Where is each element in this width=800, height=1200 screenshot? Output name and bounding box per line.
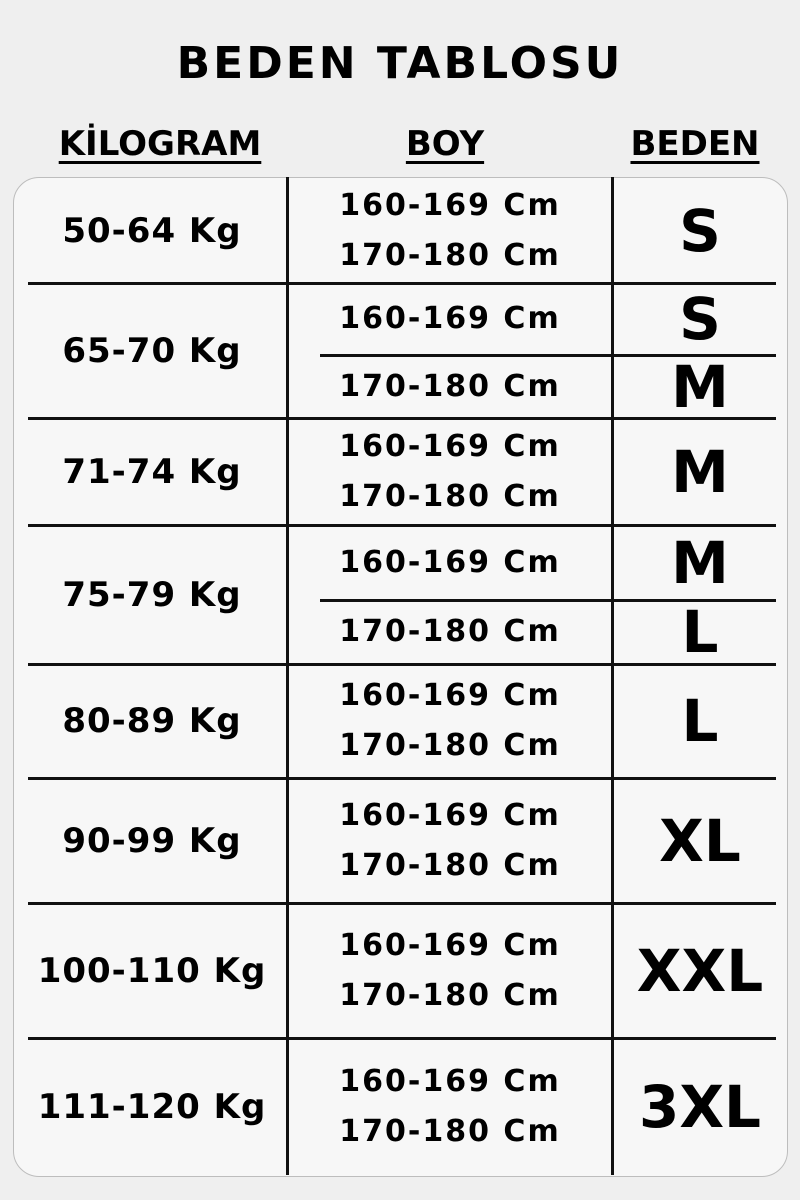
height-range: 170-180 Cm	[339, 237, 561, 273]
header-kilogram: KİLOGRAM	[58, 124, 262, 164]
height-range: 160-169 Cm	[339, 187, 561, 223]
weight-cell: 75-79 Kg	[62, 574, 242, 615]
height-range: 160-169 Cm	[339, 1063, 561, 1099]
weight-cell: 100-110 Kg	[37, 950, 267, 991]
weight-cell: 111-120 Kg	[37, 1086, 267, 1127]
row-divider	[28, 777, 776, 780]
height-cell: 170-180 Cm	[339, 368, 561, 404]
size-cell: S	[679, 196, 721, 265]
size-cell: L	[681, 598, 719, 666]
height-cell: 160-169 Cm 170-180 Cm	[289, 418, 611, 525]
height-range: 170-180 Cm	[339, 847, 561, 883]
row-divider	[28, 417, 776, 420]
weight-cell: 65-70 Kg	[62, 330, 242, 371]
height-cell: 160-169 Cm 170-180 Cm	[289, 778, 611, 903]
height-cell: 160-169 Cm 170-180 Cm	[289, 903, 611, 1038]
row-divider	[28, 524, 776, 527]
weight-cell: 80-89 Kg	[62, 701, 242, 741]
size-cell: XL	[659, 806, 741, 875]
height-cell: 160-169 Cm 170-180 Cm	[289, 664, 611, 778]
height-cell: 160-169 Cm 170-180 Cm	[289, 1038, 611, 1175]
height-cell: 160-169 Cm 170-180 Cm	[289, 178, 611, 283]
height-cell: 160-169 Cm	[339, 544, 561, 580]
height-range: 170-180 Cm	[339, 977, 561, 1013]
column-divider	[286, 177, 289, 1175]
height-range: 170-180 Cm	[339, 478, 561, 514]
size-cell: M	[671, 437, 729, 506]
height-range: 160-169 Cm	[339, 797, 561, 833]
height-range: 160-169 Cm	[339, 428, 561, 464]
size-cell: XXL	[636, 936, 764, 1005]
sub-row-divider	[320, 599, 776, 602]
height-cell: 160-169 Cm	[339, 301, 561, 336]
weight-cell: 71-74 Kg	[62, 451, 242, 492]
page-title: BEDEN TABLOSU	[176, 38, 624, 89]
row-divider	[28, 282, 776, 285]
height-range: 170-180 Cm	[339, 1113, 561, 1149]
size-cell: 3XL	[638, 1072, 762, 1141]
height-cell: 170-180 Cm	[339, 614, 561, 649]
column-divider	[611, 177, 614, 1175]
height-range: 160-169 Cm	[339, 678, 561, 713]
row-divider	[28, 902, 776, 905]
height-range: 170-180 Cm	[339, 728, 561, 763]
row-divider	[28, 663, 776, 666]
header-boy: BOY	[405, 124, 485, 164]
height-range: 160-169 Cm	[339, 927, 561, 963]
header-beden: BEDEN	[630, 124, 760, 164]
size-cell: L	[681, 687, 719, 755]
sub-row-divider	[320, 354, 776, 357]
size-cell: M	[671, 352, 729, 421]
size-cell: S	[679, 285, 721, 353]
weight-cell: 50-64 Kg	[62, 210, 242, 251]
weight-cell: 90-99 Kg	[62, 820, 242, 861]
size-table	[13, 177, 788, 1177]
size-cell: M	[671, 528, 729, 597]
row-divider	[28, 1037, 776, 1040]
